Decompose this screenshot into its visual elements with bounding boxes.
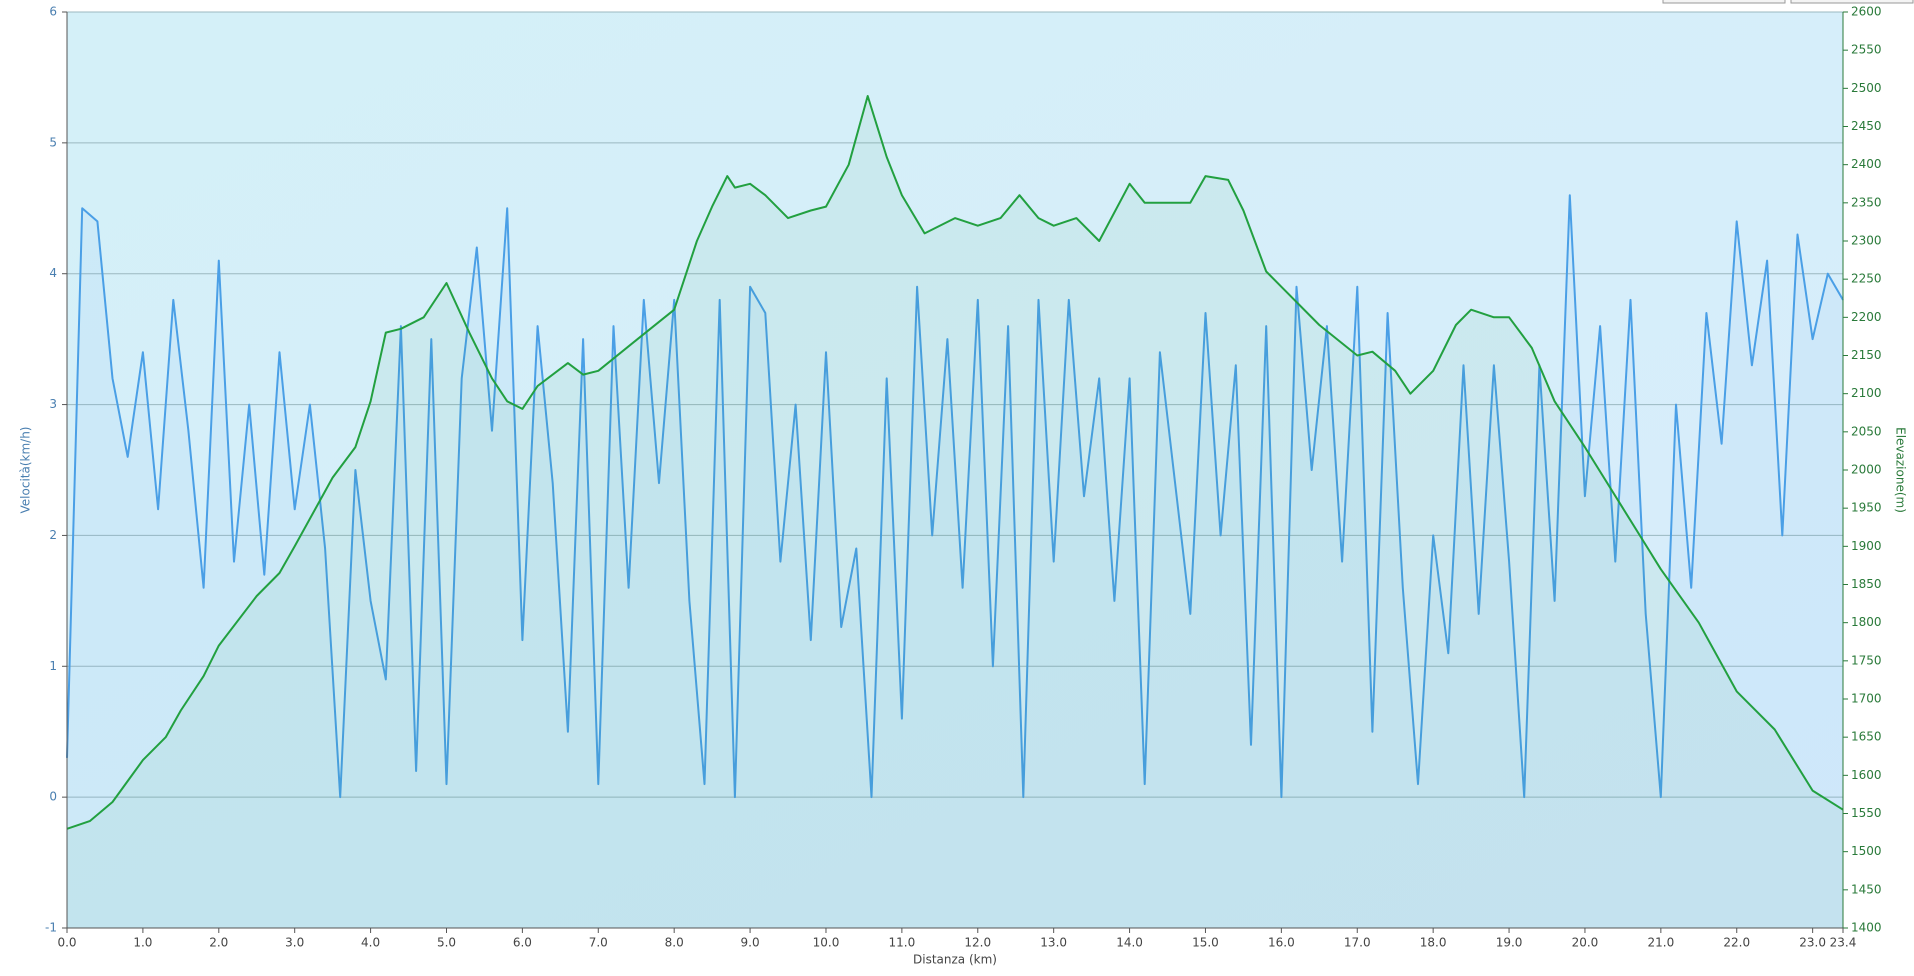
y-axis-label: Velocità(km/h)	[19, 427, 33, 514]
x-tick-label: 5.0	[437, 936, 456, 950]
x-tick-label: 21.0	[1647, 936, 1674, 950]
x-tick-label: 10.0	[813, 936, 840, 950]
y2-tick-label: 2600	[1851, 5, 1882, 19]
y-tick-label: 1	[49, 659, 57, 673]
x-tick-label: 4.0	[361, 936, 380, 950]
y-tick-label: -1	[45, 921, 57, 935]
x-tick-label: 17.0	[1344, 936, 1371, 950]
y2-tick-label: 1550	[1851, 806, 1882, 820]
x-tick-label: 12.0	[964, 936, 991, 950]
line	[66, 95, 1844, 830]
y2-tick-label: 1400	[1851, 921, 1882, 935]
x-tick-label: 7.0	[589, 936, 608, 950]
x-tick-label: 14.0	[1116, 936, 1143, 950]
x-tick-label: 13.0	[1040, 936, 1067, 950]
y2-tick-label: 1600	[1851, 768, 1882, 782]
y2-tick-label: 1650	[1851, 730, 1882, 744]
y2-tick-label: 1800	[1851, 615, 1882, 629]
x-tick-label: 1.0	[133, 936, 152, 950]
y2-tick-label: 2450	[1851, 119, 1882, 133]
x-tick-label: 0.0	[57, 936, 76, 950]
x-tick-label: 8.0	[665, 936, 684, 950]
y2-tick-label: 1850	[1851, 577, 1882, 591]
x-tick-label: 23.4	[1830, 936, 1857, 950]
y-tick-label: 4	[49, 266, 57, 280]
y2-tick-label: 2250	[1851, 272, 1882, 286]
y2-tick-label: 1500	[1851, 844, 1882, 858]
x-tick-label: 2.0	[209, 936, 228, 950]
y2-tick-label: 2300	[1851, 234, 1882, 248]
button[interactable]	[1790, 0, 1914, 4]
x-tick-label: 3.0	[285, 936, 304, 950]
x-tick-label: 22.0	[1723, 936, 1750, 950]
y-tick-label: 6	[49, 5, 57, 19]
y2-tick-label: 1450	[1851, 882, 1882, 896]
area	[67, 195, 1843, 928]
area	[67, 96, 1843, 928]
x-tick-label: 20.0	[1572, 936, 1599, 950]
y2-tick-label: 2400	[1851, 157, 1882, 171]
y-tick-label: 0	[49, 790, 57, 804]
y2-tick-label: 1700	[1851, 692, 1882, 706]
y-tick-label: 5	[49, 135, 57, 149]
x-tick-label: 9.0	[741, 936, 760, 950]
y2-tick-label: 2200	[1851, 310, 1882, 324]
x-tick-label: 19.0	[1496, 936, 1523, 950]
y2-tick-label: 1900	[1851, 539, 1882, 553]
line	[66, 194, 1844, 799]
y2-tick-label: 2500	[1851, 81, 1882, 95]
y2-tick-label: 2150	[1851, 348, 1882, 362]
x-tick-label: 6.0	[513, 936, 532, 950]
y2-tick-label: 1950	[1851, 501, 1882, 515]
x-tick-label: 18.0	[1420, 936, 1447, 950]
x-tick-label: 23.0	[1799, 936, 1826, 950]
y2-tick-label: 2050	[1851, 424, 1882, 438]
y-tick-label: 3	[49, 397, 57, 411]
x-axis-label: Distanza (km)	[913, 953, 997, 967]
y-tick-label: 2	[49, 528, 57, 542]
y2-tick-label: 1750	[1851, 653, 1882, 667]
x-tick-label: 11.0	[889, 936, 916, 950]
x-tick-label: 16.0	[1268, 936, 1295, 950]
button[interactable]	[1662, 0, 1786, 4]
y2-tick-label: 2100	[1851, 386, 1882, 400]
y2-axis-label: Elevazione(m)	[1894, 427, 1908, 513]
y2-tick-label: 2350	[1851, 195, 1882, 209]
x-tick-label: 15.0	[1192, 936, 1219, 950]
y2-tick-label: 2550	[1851, 43, 1882, 57]
y2-tick-label: 2000	[1851, 463, 1882, 477]
